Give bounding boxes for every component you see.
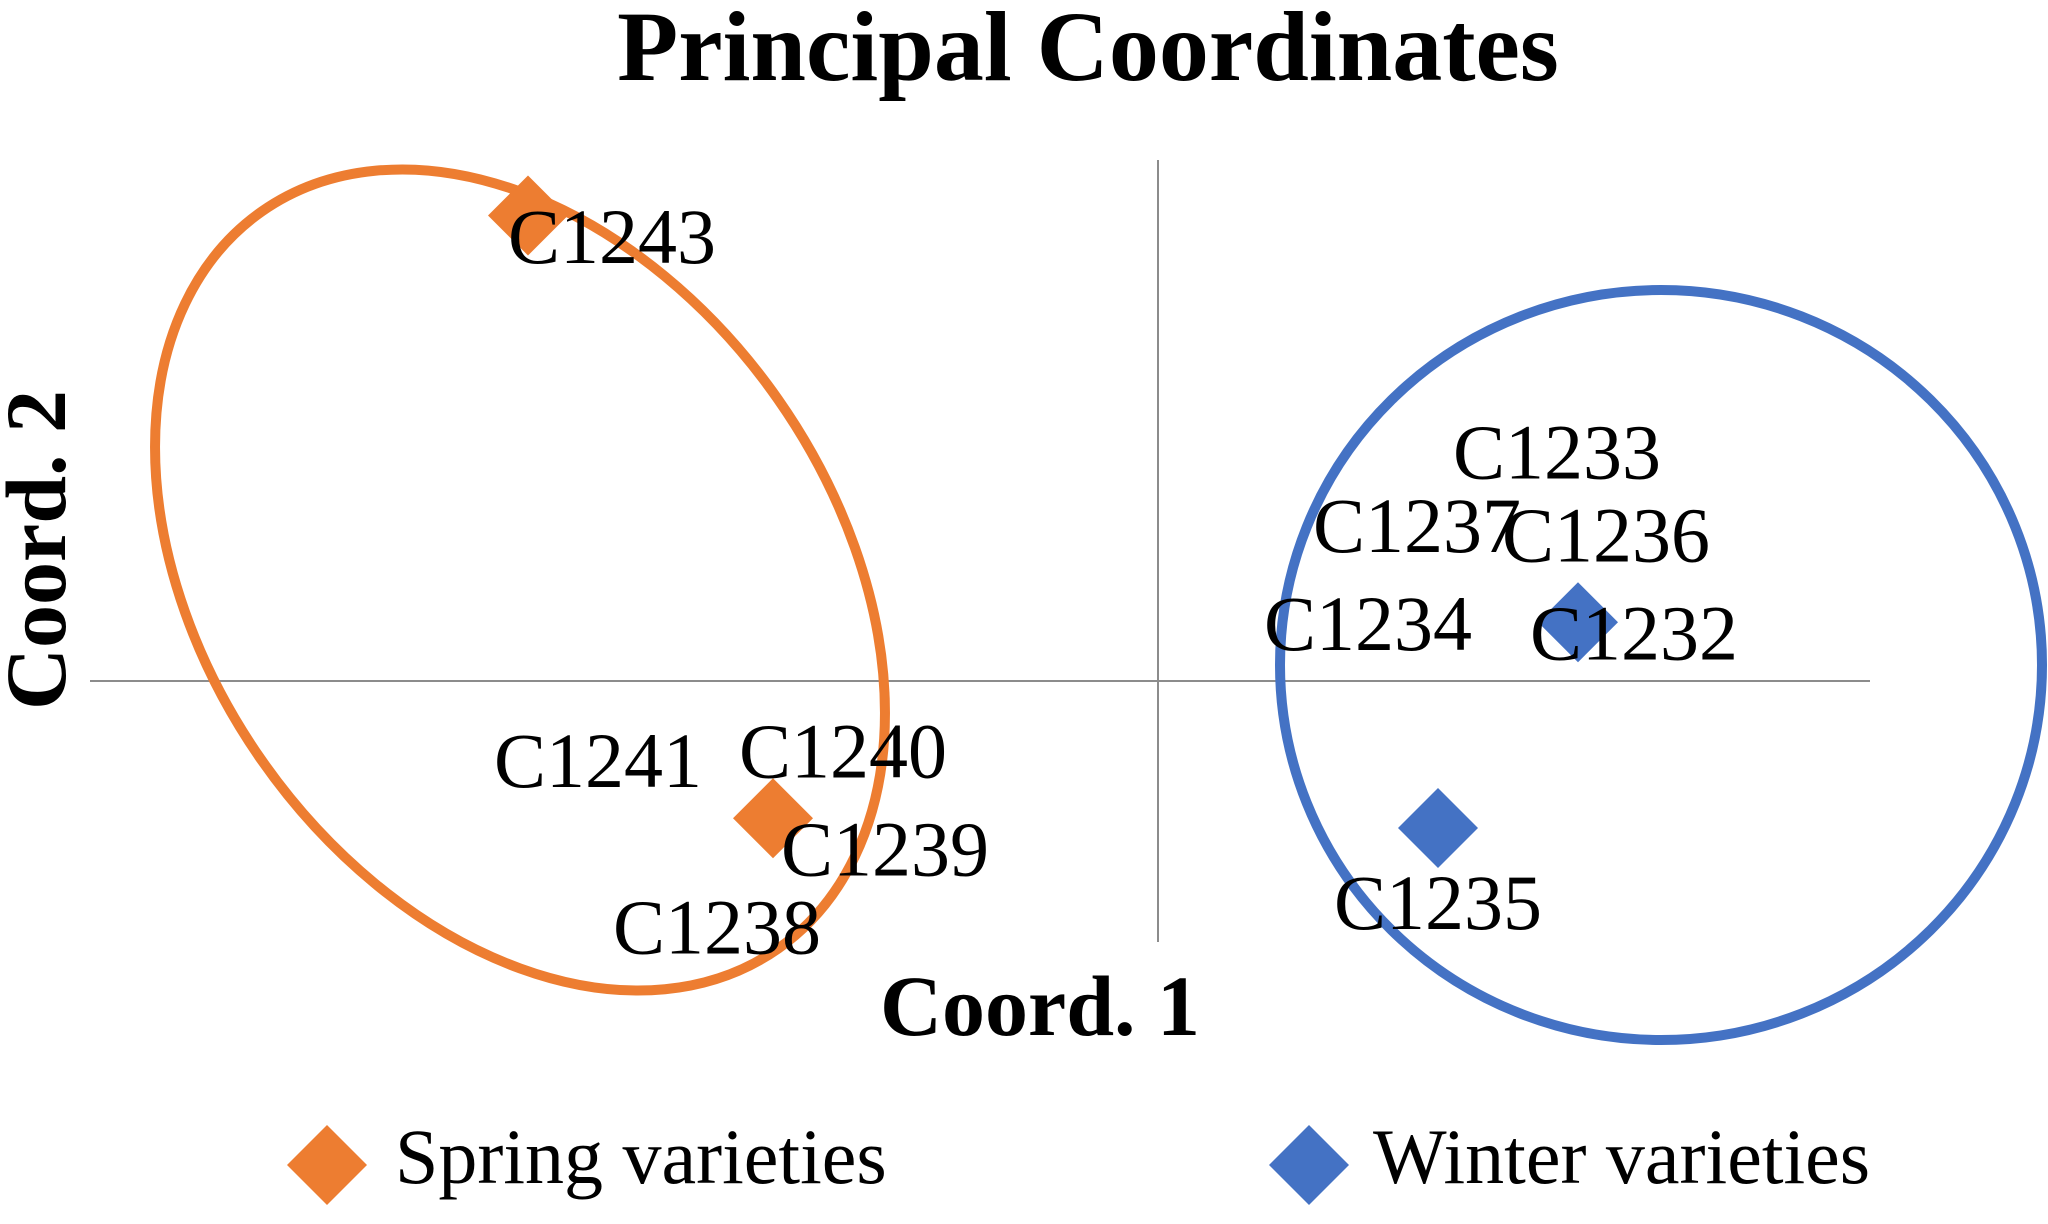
chart-title: Principal Coordinates [617,0,1559,102]
point-label-c1232: C1232 [1530,590,1738,677]
cluster-ellipses [150,164,2047,1045]
point-label-c1236: C1236 [1502,492,1710,579]
point-label-c1241: C1241 [494,717,702,804]
point-label-c1237: C1237 [1313,482,1521,569]
point-label-c1239: C1239 [781,805,989,892]
legend-label-spring: Spring varieties [395,1113,887,1200]
point-label-c1235: C1235 [1334,859,1542,946]
point-label-c1238: C1238 [613,884,821,971]
legend-label-winter: Winter varieties [1373,1113,1870,1200]
data-point-spring-1 [488,175,568,256]
point-label-c1234: C1234 [1264,580,1472,667]
legend: Spring varieties Winter varieties [287,1113,1870,1205]
x-axis-title: Coord. 1 [880,958,1200,1054]
data-point-winter-2 [1398,788,1478,868]
axes [90,160,1870,942]
legend-marker-spring [287,1125,367,1205]
legend-marker-winter [1269,1125,1349,1205]
data-point-spring-2 [733,778,813,859]
point-label-c1233: C1233 [1453,408,1661,495]
y-axis-title: Coord. 2 [0,390,84,710]
point-label-c1243: C1243 [508,193,716,280]
data-point-winter-1 [1538,582,1618,663]
winter-cluster-ellipse [1275,285,2047,1045]
spring-cluster-ellipse [150,164,890,996]
point-label-c1240: C1240 [739,707,947,794]
data-points [488,175,1618,868]
